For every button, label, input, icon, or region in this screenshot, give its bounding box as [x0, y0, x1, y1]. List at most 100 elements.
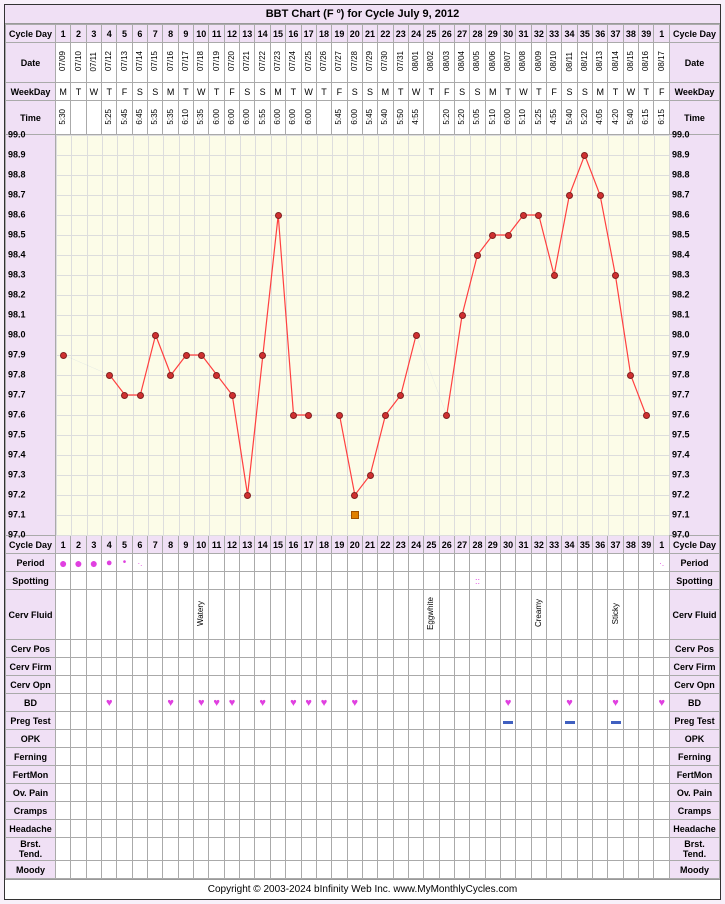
moody-row-cell	[71, 861, 86, 879]
opk-row-cell	[485, 730, 500, 748]
ov-pain-row-cell	[56, 784, 71, 802]
brst-tend--row-cell	[500, 838, 515, 861]
cerv-fluid-row-cell	[71, 590, 86, 640]
cycle-day-row-cell: 23	[393, 536, 408, 554]
cramps-row-label-right: Cramps	[670, 802, 720, 820]
cramps-row-cell	[148, 802, 163, 820]
cycle-day-row-cell: 19	[332, 536, 347, 554]
moody-row-cell	[178, 861, 193, 879]
cerv-firm-row-cell	[470, 658, 485, 676]
brst-tend--row-cell	[623, 838, 638, 861]
time-row-cell: 5:05	[470, 101, 485, 135]
cramps-row-label-left: Cramps	[6, 802, 56, 820]
temp-marker	[167, 372, 174, 379]
ferning-row-cell	[577, 748, 592, 766]
preg-test-row-cell	[56, 712, 71, 730]
brst-tend--row-cell	[424, 838, 439, 861]
ov-pain-row-cell	[608, 784, 623, 802]
cramps-row-cell	[86, 802, 101, 820]
cerv-pos-row-cell	[408, 640, 423, 658]
fertmon-row-cell	[209, 766, 224, 784]
opk-row-cell	[639, 730, 654, 748]
period-row-cell	[194, 554, 209, 572]
preg-test-row-cell	[623, 712, 638, 730]
cerv-firm-row-cell	[424, 658, 439, 676]
headache-row-cell	[286, 820, 301, 838]
ferning-row-cell	[255, 748, 270, 766]
temp-marker	[275, 212, 282, 219]
spotting-row-cell	[362, 572, 377, 590]
brst-tend--row-cell	[132, 838, 147, 861]
bd-row-cell	[531, 694, 546, 712]
ov-pain-row-cell	[547, 784, 562, 802]
period-row-cell	[178, 554, 193, 572]
weekday-row-cell: W	[194, 83, 209, 101]
brst-tend--row-cell	[485, 838, 500, 861]
temp-marker	[397, 392, 404, 399]
headache-row-cell	[454, 820, 469, 838]
brst-tend--row-cell	[562, 838, 577, 861]
preg-test-row-cell	[593, 712, 608, 730]
cerv-firm-row-label-right: Cerv Firm	[670, 658, 720, 676]
time-row-cell: 5:20	[439, 101, 454, 135]
cerv-pos-row-cell	[378, 640, 393, 658]
preg-test-row-cell	[209, 712, 224, 730]
ferning-row-cell	[163, 748, 178, 766]
preg-test-row-cell	[224, 712, 239, 730]
cramps-row-cell	[270, 802, 285, 820]
period-row-cell	[209, 554, 224, 572]
headache-row-cell	[654, 820, 670, 838]
period-row-cell	[240, 554, 255, 572]
ferning-row-cell	[393, 748, 408, 766]
temp-marker	[581, 152, 588, 159]
date-row-cell: 07/25	[301, 43, 316, 83]
spotting-row-cell	[301, 572, 316, 590]
cramps-row-cell	[500, 802, 515, 820]
ferning-row-cell	[608, 748, 623, 766]
cerv-pos-row-cell	[102, 640, 117, 658]
period-row-cell: ·.	[132, 554, 147, 572]
cramps-row-cell	[132, 802, 147, 820]
fertmon-row-cell	[286, 766, 301, 784]
bd-row-cell: ♥	[255, 694, 270, 712]
cycle-day-top-cell: 4	[102, 25, 117, 43]
bd-row-cell	[117, 694, 132, 712]
temp-marker	[413, 332, 420, 339]
cramps-row-cell	[224, 802, 239, 820]
opk-row-cell	[209, 730, 224, 748]
moody-row-cell	[209, 861, 224, 879]
preg-test-row-cell	[562, 712, 577, 730]
fertmon-row-cell	[424, 766, 439, 784]
period-row-cell	[347, 554, 362, 572]
ov-pain-row-cell	[240, 784, 255, 802]
temp-marker	[443, 412, 450, 419]
preg-test-row-cell	[362, 712, 377, 730]
spotting-row-cell	[378, 572, 393, 590]
ferning-row-cell	[286, 748, 301, 766]
bd-row-cell	[240, 694, 255, 712]
cerv-firm-row-cell	[531, 658, 546, 676]
cerv-firm-row-cell	[240, 658, 255, 676]
cerv-opn-row-cell	[178, 676, 193, 694]
cycle-day-row-cell: 18	[316, 536, 331, 554]
ferning-row-cell	[102, 748, 117, 766]
cerv-opn-row-cell	[485, 676, 500, 694]
spotting-row-cell	[148, 572, 163, 590]
bd-row-cell: ♥	[286, 694, 301, 712]
ovulation-marker	[351, 511, 359, 519]
cramps-row-cell	[286, 802, 301, 820]
cramps-row-cell	[378, 802, 393, 820]
preg-test-row-cell	[500, 712, 515, 730]
spotting-row-cell	[178, 572, 193, 590]
ferning-row-cell	[454, 748, 469, 766]
cerv-firm-row-cell	[362, 658, 377, 676]
spotting-row-cell	[240, 572, 255, 590]
date-row-cell: 08/01	[408, 43, 423, 83]
cerv-fluid-row-cell	[178, 590, 193, 640]
opk-row-cell	[178, 730, 193, 748]
time-row-cell: 5:40	[623, 101, 638, 135]
cycle-day-row-cell: 1	[56, 536, 71, 554]
cycle-day-top-cell: 21	[362, 25, 377, 43]
period-row-cell	[224, 554, 239, 572]
headache-row-cell	[531, 820, 546, 838]
